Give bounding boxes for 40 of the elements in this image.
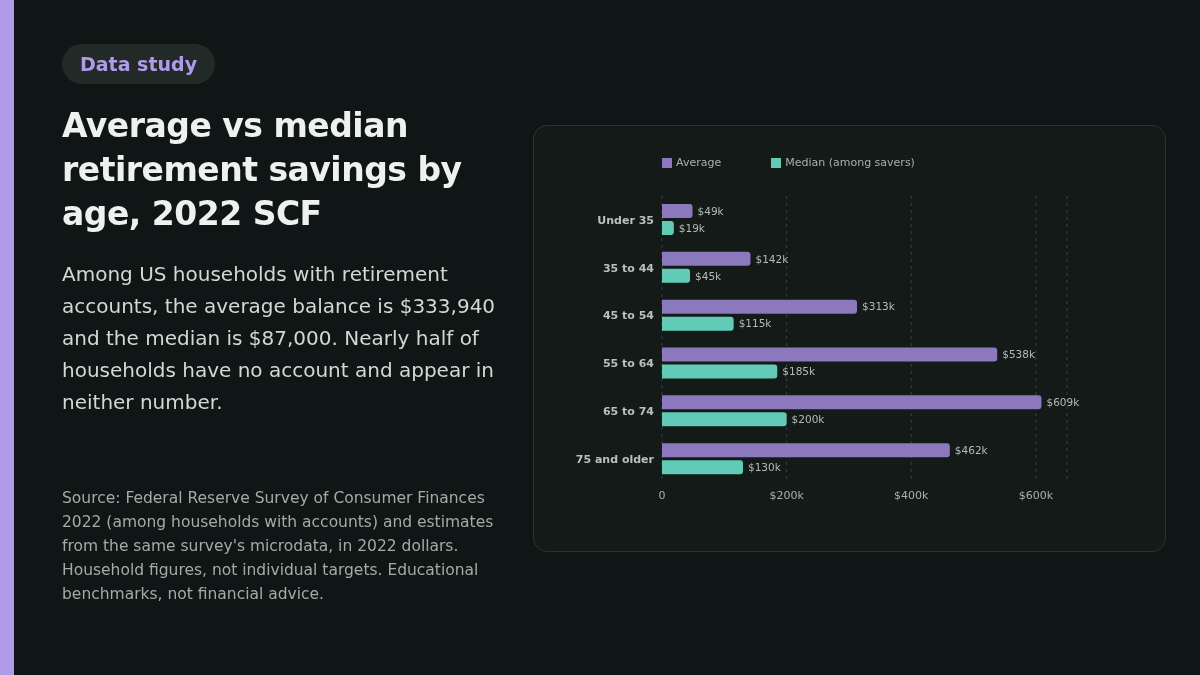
text: Average vs median retirement savings by age, 2022 SCF: [62, 106, 462, 233]
data-label: $49k: [697, 204, 725, 217]
x-tick-label: $400k: [894, 488, 930, 502]
data-label: $609k: [1046, 396, 1081, 409]
bar: [662, 395, 1042, 410]
y-tick-label: 65 to 74: [602, 405, 655, 419]
bar: [662, 412, 787, 427]
x-tick-label: $200k: [769, 488, 805, 502]
y-tick-label: 35 to 44: [602, 261, 655, 275]
data-label: $185k: [782, 365, 816, 378]
text: Among US households with retirement accounts, the average balance is $333,940 and the median is $87,000. Nearly half of households have no account and appear in neither number.: [62, 262, 496, 414]
x-tick-label: 0: [658, 488, 666, 502]
data-label: $313k: [862, 300, 896, 313]
bar: [662, 443, 950, 458]
bar: [662, 316, 734, 331]
y-tick-label: 75 and older: [575, 452, 655, 466]
bar: [662, 204, 693, 218]
data-label: $142k: [755, 252, 790, 265]
data-label: $19k: [678, 221, 706, 234]
legend-label: Median (among savers): [785, 156, 915, 169]
bar: [662, 460, 743, 475]
data-label: $538k: [1002, 348, 1036, 361]
bar: [662, 221, 674, 235]
bar: [662, 347, 998, 362]
y-tick-label: 55 to 64: [602, 357, 655, 371]
data-label: $462k: [954, 443, 989, 456]
y-tick-label: 45 to 54: [602, 309, 655, 323]
bar: [662, 299, 858, 314]
data-label: $200k: [791, 413, 826, 426]
data-label: $45k: [695, 269, 723, 282]
bar: [662, 268, 691, 283]
data-label: $115k: [738, 317, 773, 330]
bar: [662, 364, 778, 379]
source-note: Source: Federal Reserve Survey of Consumer Finances 2022 (among households with accounts) and estimates from the same survey's microdata, in 2022 dollars. Household figures, not individual targets. Educational benchmarks, not financial advice.: [62, 489, 494, 603]
y-tick-label: Under 35: [597, 213, 654, 227]
data-label: $130k: [748, 460, 782, 473]
text: Data study: [80, 53, 198, 75]
bar: [662, 251, 751, 266]
x-tick-label: $600k: [1018, 488, 1054, 502]
legend-label: Average: [676, 156, 722, 169]
